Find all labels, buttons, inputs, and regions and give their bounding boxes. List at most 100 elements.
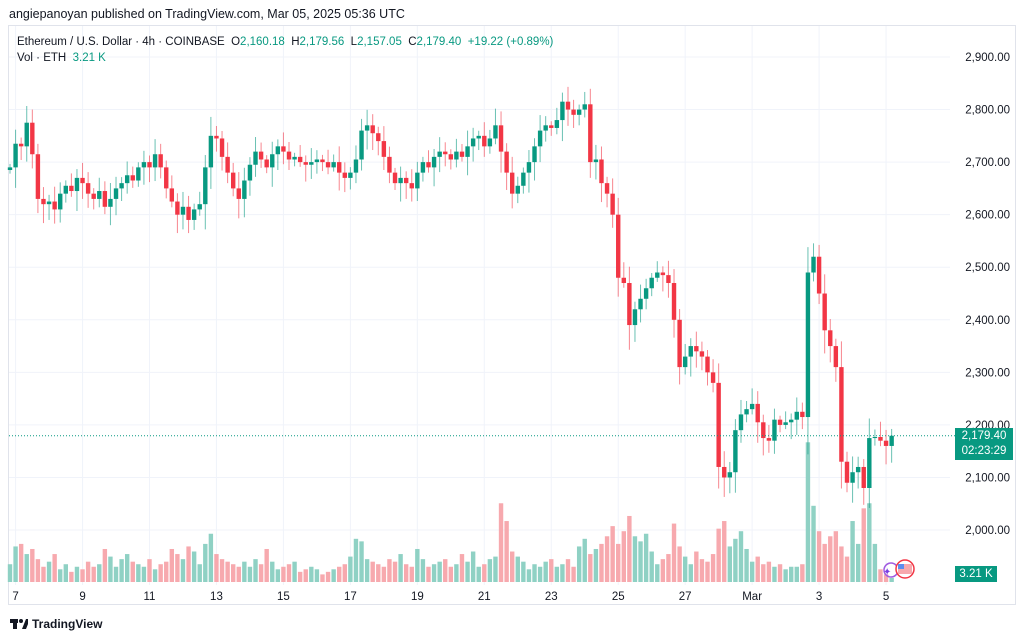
candle[interactable] bbox=[498, 111, 504, 173]
candle[interactable] bbox=[593, 144, 599, 180]
candle[interactable] bbox=[348, 167, 353, 190]
candle[interactable] bbox=[638, 284, 643, 323]
candle[interactable] bbox=[7, 163, 13, 174]
candle[interactable] bbox=[616, 197, 621, 297]
candle[interactable] bbox=[699, 341, 705, 371]
candle[interactable] bbox=[97, 177, 102, 208]
candle[interactable] bbox=[889, 428, 894, 463]
candle[interactable] bbox=[30, 109, 35, 169]
candle[interactable] bbox=[392, 167, 398, 190]
candle[interactable] bbox=[749, 388, 755, 415]
candle[interactable] bbox=[448, 149, 454, 170]
candle[interactable] bbox=[303, 155, 308, 182]
candle[interactable] bbox=[805, 247, 811, 455]
candle[interactable] bbox=[247, 157, 253, 196]
candle[interactable] bbox=[521, 167, 526, 194]
candle[interactable] bbox=[225, 142, 230, 184]
candle[interactable] bbox=[604, 176, 610, 208]
candle[interactable] bbox=[722, 451, 727, 497]
candle[interactable] bbox=[828, 319, 833, 363]
candle[interactable] bbox=[376, 126, 381, 156]
candle[interactable] bbox=[342, 162, 347, 193]
candle[interactable] bbox=[253, 137, 258, 177]
candle[interactable] bbox=[236, 172, 241, 219]
candle[interactable] bbox=[353, 145, 359, 184]
symbol-title[interactable]: Ethereum / U.S. Dollar · 4h · COINBASE bbox=[17, 36, 225, 48]
candle[interactable] bbox=[46, 194, 52, 220]
candle[interactable] bbox=[219, 130, 225, 171]
candle[interactable] bbox=[203, 155, 208, 230]
candle[interactable] bbox=[41, 187, 46, 224]
candle[interactable] bbox=[861, 459, 866, 505]
candle[interactable] bbox=[822, 274, 827, 354]
candle[interactable] bbox=[872, 429, 878, 446]
candle[interactable] bbox=[576, 104, 582, 126]
candle[interactable] bbox=[359, 118, 364, 171]
candle[interactable] bbox=[398, 166, 403, 202]
candle[interactable] bbox=[543, 116, 548, 142]
candle[interactable] bbox=[381, 126, 387, 171]
candle[interactable] bbox=[660, 266, 666, 292]
candle[interactable] bbox=[571, 99, 576, 128]
candle[interactable] bbox=[102, 181, 108, 215]
candle[interactable] bbox=[314, 150, 320, 174]
candle[interactable] bbox=[560, 92, 565, 142]
candle[interactable] bbox=[403, 171, 409, 199]
candle[interactable] bbox=[476, 130, 481, 151]
candle[interactable] bbox=[649, 273, 654, 297]
candle[interactable] bbox=[794, 397, 799, 435]
candle[interactable] bbox=[191, 203, 197, 230]
candle[interactable] bbox=[264, 155, 269, 174]
candle[interactable] bbox=[258, 142, 264, 168]
candle[interactable] bbox=[621, 262, 626, 288]
candle[interactable] bbox=[493, 108, 498, 145]
candle[interactable] bbox=[197, 191, 202, 216]
candle[interactable] bbox=[526, 150, 532, 193]
candle[interactable] bbox=[320, 154, 325, 172]
candle[interactable] bbox=[286, 142, 292, 171]
candle[interactable] bbox=[789, 413, 794, 440]
candle[interactable] bbox=[883, 429, 889, 465]
candle[interactable] bbox=[147, 155, 152, 183]
candle[interactable] bbox=[426, 150, 431, 173]
candle[interactable] bbox=[35, 143, 41, 214]
candle[interactable] bbox=[549, 121, 554, 136]
candle[interactable] bbox=[180, 191, 186, 230]
candle[interactable] bbox=[688, 338, 693, 377]
candle[interactable] bbox=[136, 162, 141, 187]
candle[interactable] bbox=[727, 461, 733, 494]
candle[interactable] bbox=[772, 408, 777, 454]
candle[interactable] bbox=[694, 331, 699, 368]
candle[interactable] bbox=[682, 343, 688, 375]
candle[interactable] bbox=[169, 175, 175, 208]
candle[interactable] bbox=[671, 269, 677, 338]
candle[interactable] bbox=[867, 418, 872, 508]
candle[interactable] bbox=[816, 244, 822, 305]
candle[interactable] bbox=[69, 173, 74, 197]
candle[interactable] bbox=[537, 115, 543, 163]
candle[interactable] bbox=[666, 260, 671, 298]
candle[interactable] bbox=[532, 138, 537, 181]
candle[interactable] bbox=[91, 188, 96, 210]
candle[interactable] bbox=[833, 338, 839, 382]
candle[interactable] bbox=[470, 127, 476, 162]
candle[interactable] bbox=[409, 169, 414, 202]
candle[interactable] bbox=[610, 178, 615, 228]
candle[interactable] bbox=[443, 142, 448, 167]
candle[interactable] bbox=[52, 186, 57, 224]
candle[interactable] bbox=[454, 138, 459, 168]
candle[interactable] bbox=[783, 411, 788, 430]
candle[interactable] bbox=[270, 141, 275, 187]
candle[interactable] bbox=[124, 161, 130, 194]
footer-brand[interactable]: TradingView bbox=[10, 617, 102, 631]
candle[interactable] bbox=[437, 137, 442, 173]
candle[interactable] bbox=[113, 176, 119, 216]
candle[interactable] bbox=[18, 137, 24, 161]
candle[interactable] bbox=[325, 149, 331, 175]
candle[interactable] bbox=[13, 129, 18, 188]
candle[interactable] bbox=[716, 363, 721, 489]
candle[interactable] bbox=[186, 195, 191, 234]
candle[interactable] bbox=[839, 341, 844, 489]
candle[interactable] bbox=[482, 122, 487, 157]
